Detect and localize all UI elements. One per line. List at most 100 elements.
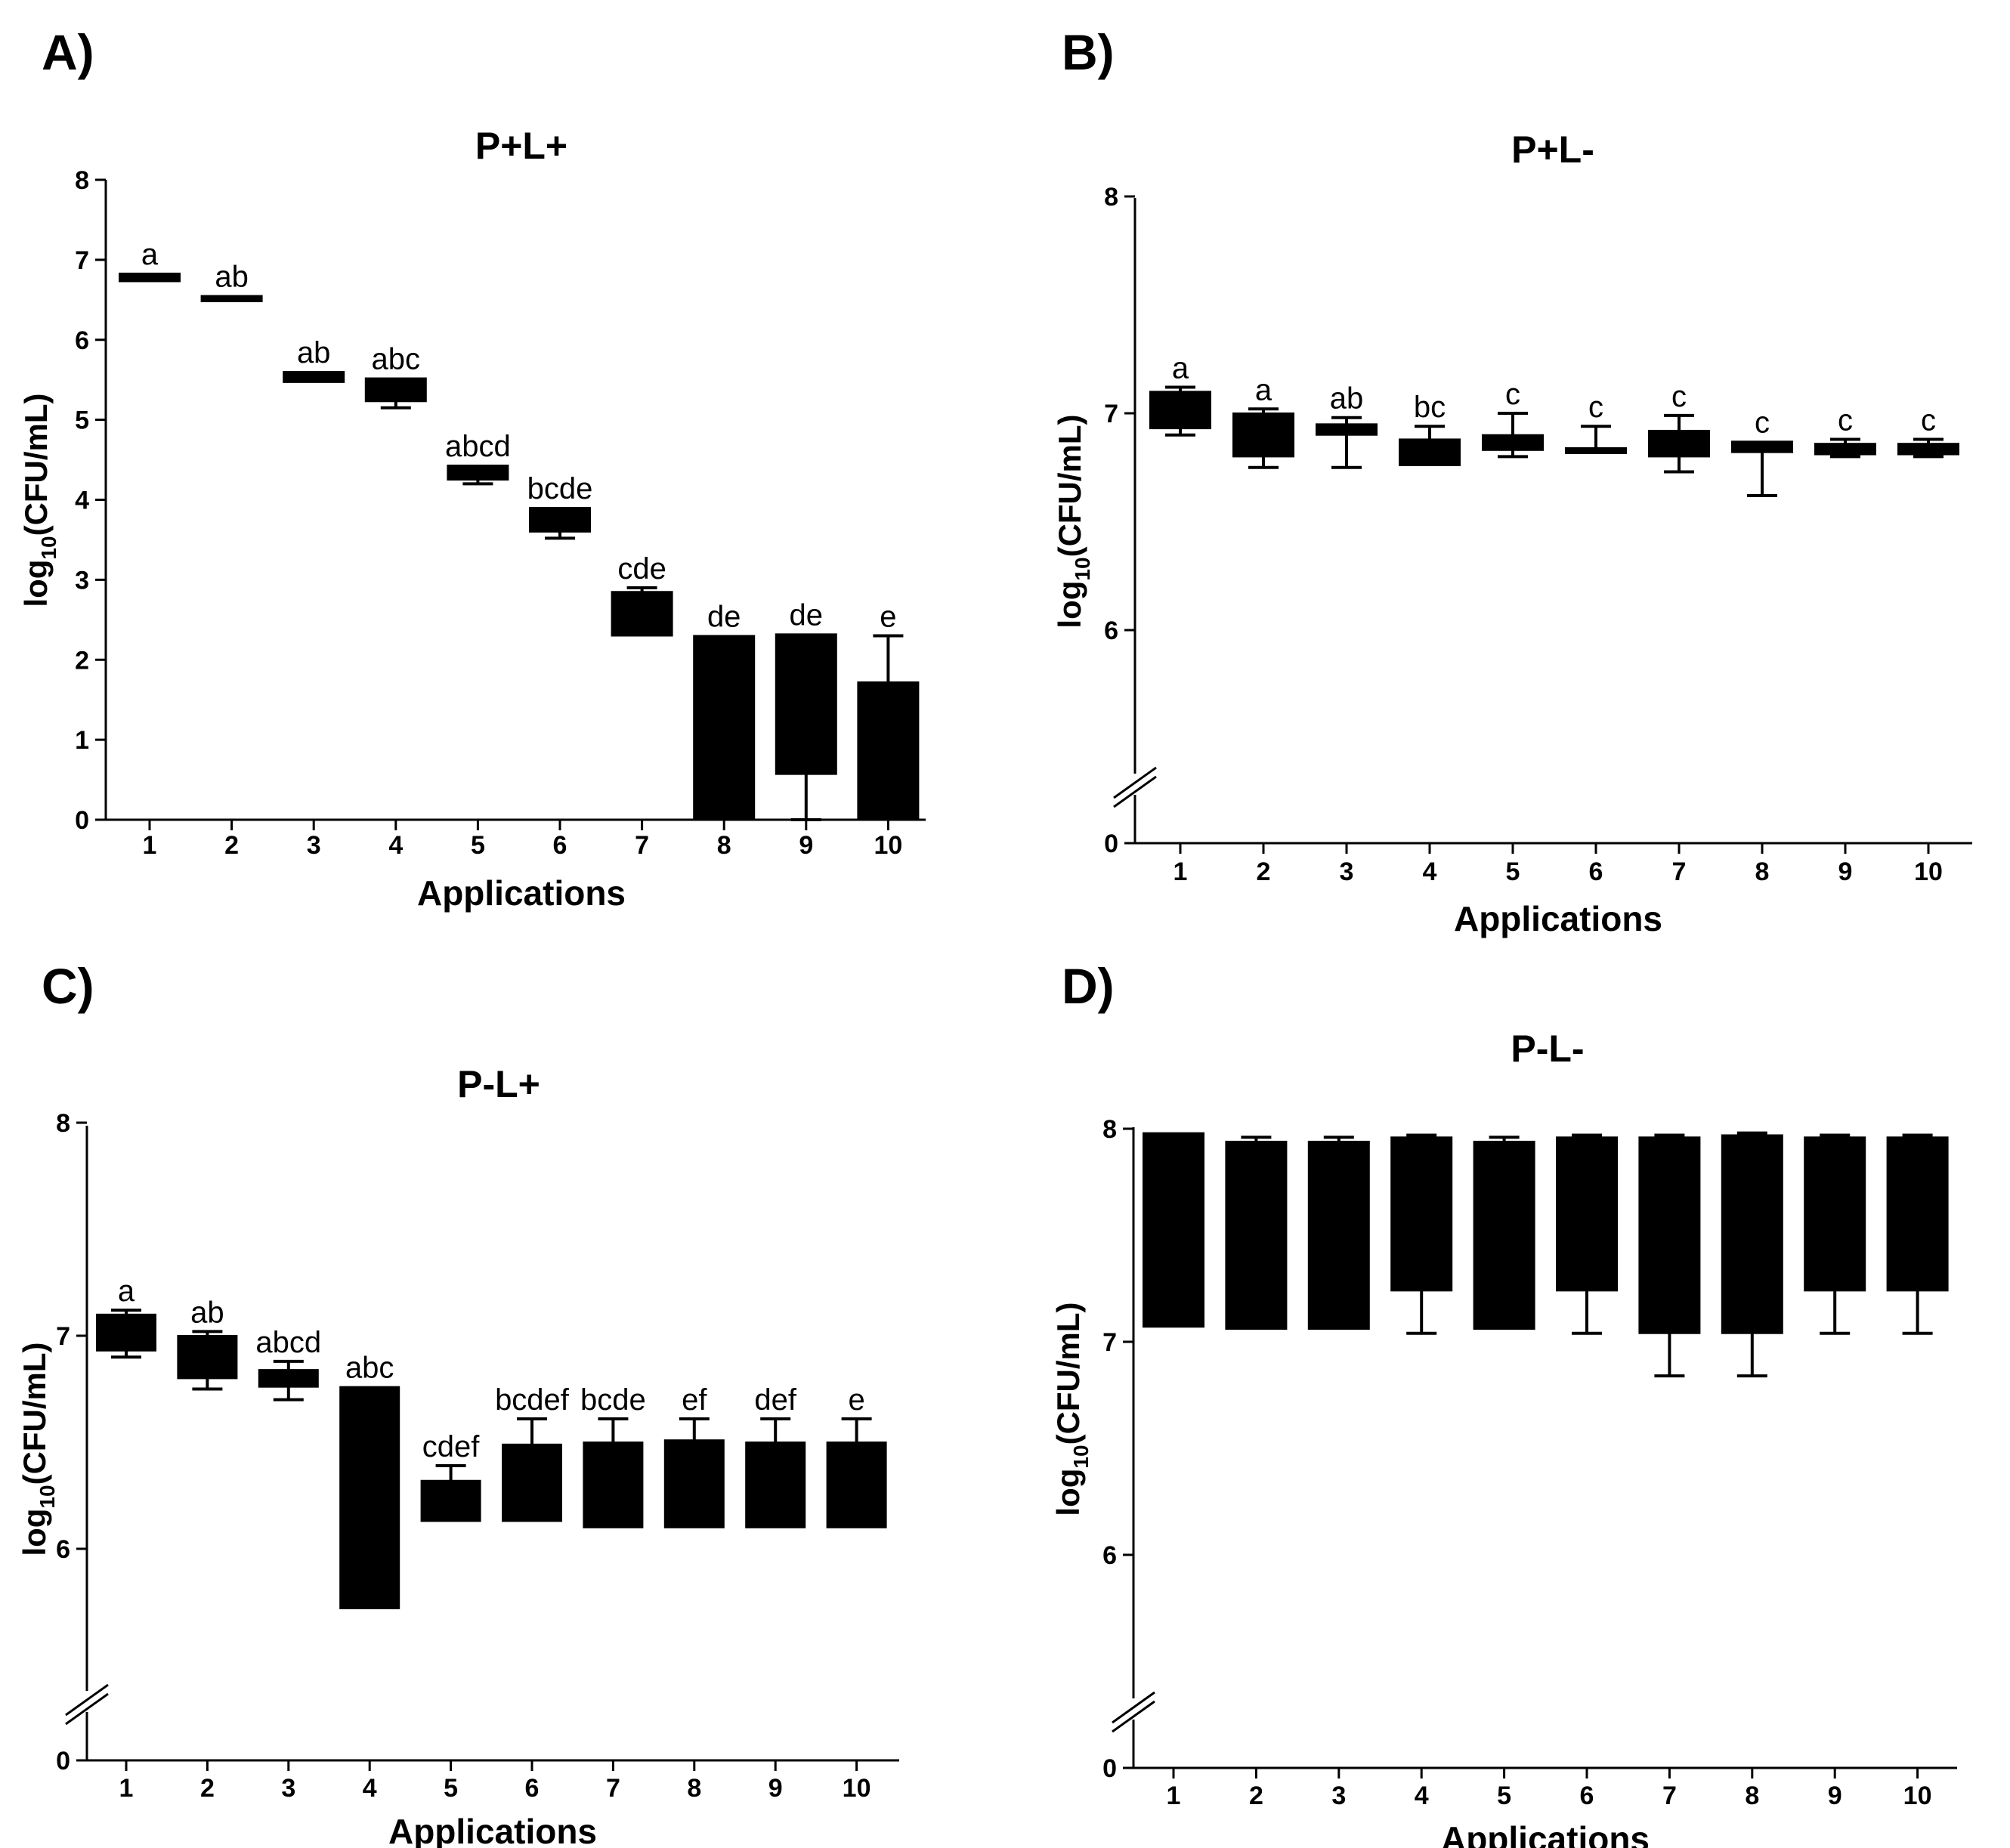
x-tick-label: 2 [200,1774,215,1803]
x-tick-label: 9 [1838,858,1853,886]
significance-label: bcde [580,1383,646,1417]
box-6 [502,1443,562,1522]
y-tick-label: 7 [1104,400,1118,428]
x-tick-label: 6 [1589,858,1603,886]
box-3 [1307,1140,1370,1330]
y-tick-label: 0 [1104,830,1118,858]
y-axis-label: log10(CFU/mL) [1052,414,1094,628]
box-4 [1390,1136,1453,1292]
box-1 [96,1313,156,1352]
significance-label: a [118,1275,135,1308]
y-tick-label: 8 [75,166,89,195]
box-7 [611,591,673,637]
box-7 [1638,1136,1701,1334]
significance-label: ef [682,1383,707,1417]
x-tick-label: 4 [1415,1782,1429,1810]
y-tick-label: 2 [75,646,89,675]
y-tick-label: 3 [75,566,89,595]
panel-letter: C) [42,958,94,1014]
y-tick-label: 0 [1102,1754,1117,1783]
x-tick-label: 5 [444,1774,458,1803]
panel-d: D) P-L- 0 6 7 8 1 2 3 4 5 6 7 8 9 10 Applications log10(C… [1050,958,1957,1848]
axis-break-mark [65,1683,109,1717]
box-1 [1143,1132,1204,1328]
y-axis-label: log10(CFU/mL) [17,1342,59,1556]
x-axis-label: Applications [388,1812,597,1848]
box-10 [1886,1136,1949,1292]
x-tick-label: 3 [1331,1782,1346,1810]
y-tick-label: 6 [1102,1541,1117,1570]
significance-label: e [848,1383,864,1417]
x-tick-label: 4 [388,831,403,860]
box-5 [447,464,509,481]
box-3 [258,1369,319,1388]
box-4 [364,377,427,403]
box-10 [826,1442,887,1528]
y-tick-label: 6 [1104,617,1118,645]
x-tick-label: 1 [1174,858,1188,886]
significance-label: bc [1414,391,1446,424]
axis-break-mark [65,1692,109,1726]
chart-title: P-L- [1511,1028,1584,1070]
box-5 [1473,1140,1535,1330]
y-tick-label: 7 [1102,1328,1117,1357]
x-tick-label: 8 [717,831,731,860]
box-2 [177,1335,238,1380]
x-tick-label: 1 [119,1774,134,1803]
y-tick-label: 1 [75,726,89,755]
box-10 [1897,443,1959,456]
box-9 [1804,1136,1866,1292]
significance-label: c [1505,378,1520,411]
x-tick-label: 1 [1167,1782,1181,1810]
y-axis-label: log10(CFU/mL) [1050,1302,1093,1516]
significance-label: ab [190,1296,224,1329]
y-tick-label: 6 [56,1535,70,1564]
significance-label: a [141,238,159,271]
panel-b: B) P+L- 0 6 7 8 1 2 3 4 5 6 7 8 9 10 Applications log10(C… [1052,24,1972,938]
panel-letter: A) [42,24,94,80]
x-tick-label: 10 [1914,858,1943,886]
x-tick-label: 9 [768,1774,783,1803]
box-6 [529,507,591,533]
x-tick-label: 10 [843,1774,871,1803]
significance-label: de [790,598,824,632]
box-3 [283,371,345,383]
y-tick-label: 8 [1102,1115,1117,1144]
y-tick-label: 6 [75,326,89,355]
x-tick-label: 6 [553,831,567,860]
x-tick-label: 8 [687,1774,701,1803]
significance-label: abc [345,1352,394,1385]
significance-label: ab [215,261,249,294]
box-1 [119,272,181,283]
significance-label: bcdef [495,1383,570,1417]
x-axis-label: Applications [1441,1819,1650,1848]
box-2 [1225,1140,1288,1330]
y-tick-label: 7 [56,1322,70,1351]
box-10 [857,681,920,821]
box-5 [1482,434,1544,451]
chart-title: P+L- [1511,128,1594,171]
significance-label: def [754,1383,796,1417]
box-1 [1149,391,1211,430]
box-2 [200,295,263,302]
x-tick-label: 8 [1745,1782,1759,1810]
x-tick-label: 9 [799,831,813,860]
x-tick-label: 2 [224,831,239,860]
box-8 [1721,1134,1783,1334]
box-3 [1316,423,1378,436]
x-tick-label: 2 [1249,1782,1263,1810]
panel-c: C) P-L+ 0 6 7 8 1 2 3 4 5 6 7 8 9 10 Applications log10(C… [17,958,899,1848]
significance-label: c [1838,403,1853,437]
box-7 [1648,429,1710,458]
y-tick-label: 0 [75,806,89,835]
axis-break-mark [1112,1691,1155,1724]
box-8 [693,635,756,820]
x-axis-label: Applications [417,873,626,913]
significance-label: cdef [422,1430,480,1463]
box-9 [745,1442,806,1528]
panel-letter: B) [1062,24,1115,80]
x-tick-label: 7 [1672,858,1687,886]
chart-title: P+L+ [475,125,567,167]
y-axis-label: log10(CFU/mL) [18,393,60,607]
box-8 [1731,440,1793,453]
